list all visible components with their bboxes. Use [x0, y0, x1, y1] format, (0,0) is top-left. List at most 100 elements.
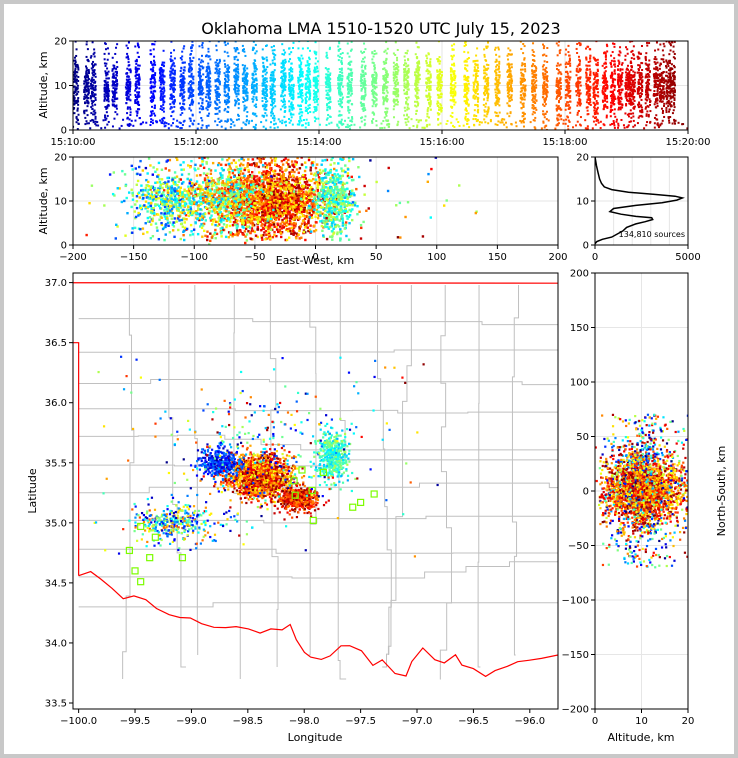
time-height-point [280, 70, 283, 73]
time-height-point [179, 84, 182, 87]
time-height-point [495, 72, 498, 75]
time-height-point [111, 69, 114, 72]
time-height-point [360, 98, 363, 101]
time-height-point [372, 102, 375, 105]
time-height-point [159, 73, 162, 76]
time-height-point [105, 85, 108, 88]
time-height-point [361, 75, 364, 78]
time-height-point [415, 86, 418, 89]
time-height-point [631, 81, 634, 84]
time-height-point [614, 72, 617, 75]
time-height-point [283, 67, 286, 70]
time-height-point [92, 73, 95, 76]
time-height-point [299, 115, 302, 118]
time-height-point [307, 64, 310, 67]
time-height-point [114, 91, 117, 94]
time-height-point [174, 88, 177, 91]
time-height-point [349, 88, 352, 91]
time-height-point [134, 96, 137, 99]
time-height-point [346, 123, 349, 126]
time-height-point [126, 55, 129, 58]
time-height-point [610, 65, 613, 68]
time-height-point [624, 83, 627, 86]
time-height-point [316, 60, 319, 63]
time-height-point [429, 58, 432, 61]
time-height-point [565, 103, 568, 106]
time-height-point [396, 103, 399, 106]
time-height-point [585, 68, 588, 71]
time-height-point [465, 99, 468, 102]
time-height-point [134, 67, 137, 70]
time-height-point [251, 87, 254, 90]
time-height-point [385, 41, 388, 44]
time-height-point [619, 80, 622, 83]
time-height-point [375, 74, 378, 77]
time-height-point [407, 96, 410, 99]
time-height-point [183, 66, 186, 69]
time-height-point [508, 115, 511, 118]
time-height-point [618, 62, 621, 65]
time-height-point [474, 78, 477, 81]
time-height-point [507, 95, 510, 98]
time-height-point [198, 111, 201, 114]
time-height-point [215, 49, 218, 52]
time-height-point [506, 86, 509, 89]
time-height-point [86, 100, 89, 103]
time-height-point [569, 100, 572, 103]
time-height-point [484, 86, 487, 89]
time-height-point [172, 81, 175, 84]
time-height-point [111, 99, 114, 102]
time-height-point [308, 56, 311, 59]
time-height-point [136, 101, 139, 104]
time-height-point [189, 59, 192, 62]
time-height-point [476, 88, 479, 91]
time-height-point [283, 98, 286, 101]
time-height-point [171, 111, 174, 114]
time-height-point [115, 105, 118, 108]
time-height-point [92, 53, 95, 56]
time-height-point [270, 71, 273, 74]
time-height-point [162, 69, 165, 72]
time-height-point [76, 107, 79, 110]
time-height-point [86, 105, 89, 108]
time-height-point [497, 78, 500, 81]
time-height-point [153, 63, 156, 66]
time-height-point [465, 108, 468, 111]
time-height-point [454, 77, 457, 80]
time-height-point [624, 87, 627, 90]
time-height-point [609, 63, 612, 66]
time-height-point [190, 88, 193, 91]
time-height-point [298, 64, 301, 67]
time-height-point [264, 73, 267, 76]
time-height-point [182, 82, 185, 85]
time-height-point [216, 112, 219, 115]
time-height-point [218, 58, 221, 61]
time-height-point [439, 103, 442, 106]
time-height-point [159, 86, 162, 89]
time-height-point [520, 89, 523, 92]
time-height-point [507, 47, 510, 50]
time-height-point [578, 67, 581, 70]
time-height-point [237, 107, 240, 110]
time-height-point [403, 73, 406, 76]
time-height-point [289, 58, 292, 61]
time-height-point [171, 88, 174, 91]
time-height-point [338, 67, 341, 70]
time-height-point [76, 84, 79, 87]
time-height-point [263, 57, 266, 60]
time-height-point [205, 69, 208, 72]
time-height-point [103, 52, 106, 55]
time-height-point [153, 79, 156, 82]
time-height-point [438, 62, 441, 65]
time-height-point [191, 68, 194, 71]
time-height-point [556, 89, 559, 92]
time-height-point [627, 93, 630, 96]
time-height-point [181, 55, 184, 58]
time-height-point [283, 100, 286, 103]
time-height-point [281, 119, 284, 122]
time-height-point [603, 92, 606, 95]
time-height-point [327, 84, 330, 87]
time-height-point [243, 109, 246, 112]
time-height-point [625, 91, 628, 94]
time-height-point [235, 95, 238, 98]
